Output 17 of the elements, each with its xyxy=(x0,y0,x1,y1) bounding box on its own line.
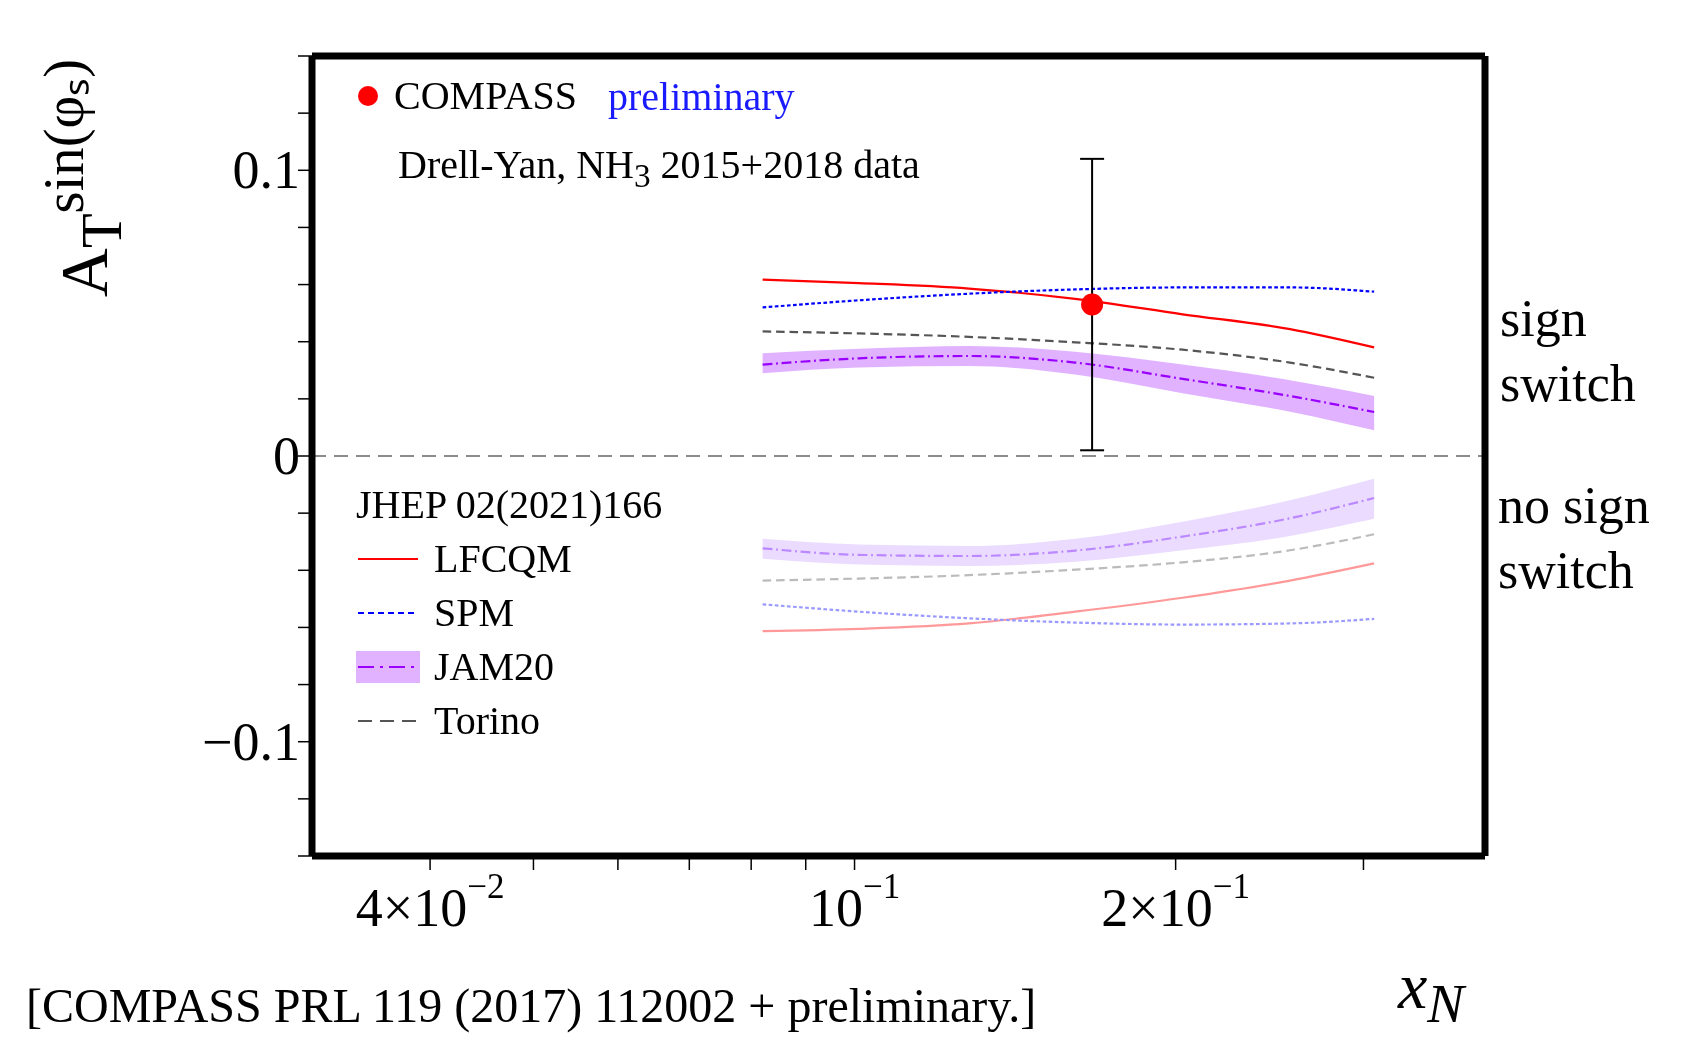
x-tick-label: 10$^{−1}$ xyxy=(808,867,901,938)
annotation: preliminary xyxy=(608,73,795,121)
text: no sign switch xyxy=(1498,476,1651,601)
legend-label: COMPASS xyxy=(394,72,578,119)
legend-label: SPM xyxy=(434,589,515,637)
legend-label: Torino xyxy=(434,697,541,745)
y-tick-label: 0 xyxy=(273,426,300,486)
y-tick-label: 0.1 xyxy=(232,140,300,201)
text: sign switch xyxy=(1500,289,1637,414)
y-tick-label: −0.1 xyxy=(202,711,300,772)
legend-label: JAM20 xyxy=(434,643,555,691)
x-tick-label: 4×10$^{−2}$ xyxy=(355,867,505,938)
text: [COMPASS PRL 119 (2017) 112002 + preliminary.] xyxy=(26,978,1037,1035)
legend-label: LFCQM xyxy=(434,535,572,583)
annotation: Drell-Yan, NH$_{3}$ 2015+2018 data xyxy=(398,141,920,196)
x-tick-label: 2×10$^{−1}$ xyxy=(1101,867,1251,938)
legend-title: JHEP 02(2021)166 xyxy=(356,481,663,529)
